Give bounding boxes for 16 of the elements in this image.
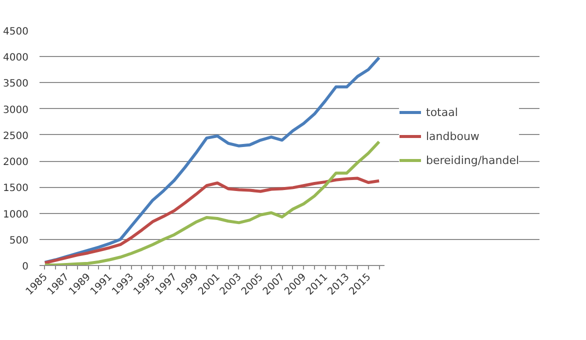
legend-label: landbouw — [426, 130, 480, 142]
y-tick-label: 2500 — [3, 130, 29, 142]
line-series — [43, 176, 381, 264]
y-tick-label: 3000 — [3, 104, 29, 116]
y-tick-label: 4500 — [3, 26, 29, 38]
y-tick-label: 1500 — [3, 183, 29, 194]
y-tick-label: 0 — [22, 262, 29, 272]
y-tick-label: 500 — [9, 235, 29, 246]
y-tick-label: 1000 — [3, 209, 29, 220]
legend-label: totaal — [426, 106, 458, 118]
y-tick-label: 4000 — [3, 52, 29, 64]
y-tick-label: 3500 — [3, 78, 29, 90]
line-series — [43, 56, 381, 264]
legend-label: bereiding/handel — [426, 154, 520, 166]
y-tick-label: 2000 — [3, 157, 29, 168]
line-series — [43, 140, 381, 266]
